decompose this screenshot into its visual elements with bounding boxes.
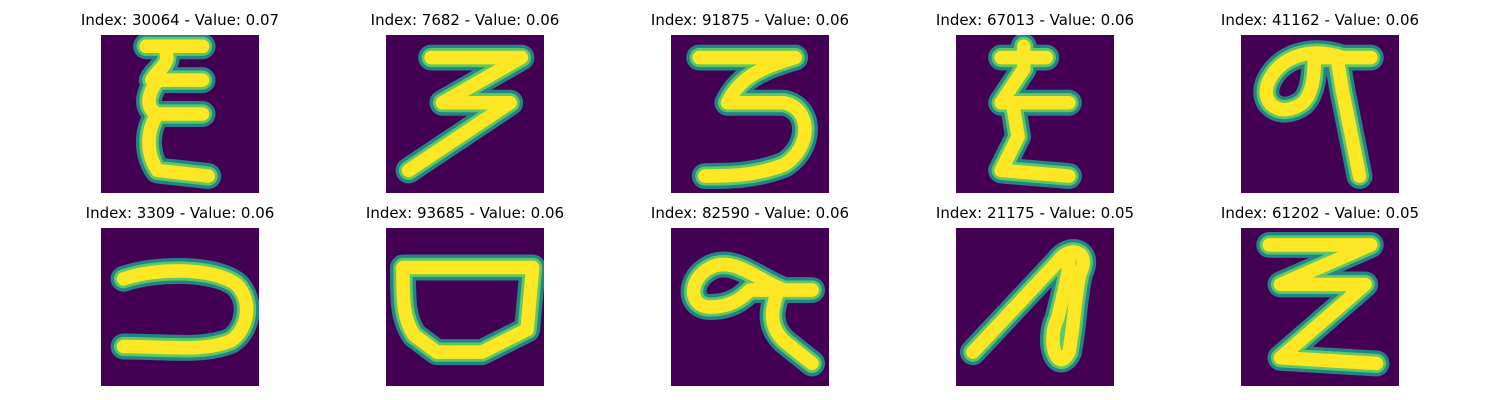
panel-title: Index: 91875 - Value: 0.06	[650, 11, 850, 29]
glyph-stroke	[994, 39, 1076, 183]
image-panel: Index: 61202 - Value: 0.05	[1200, 203, 1440, 386]
image-panel: Index: 21175 - Value: 0.05	[915, 203, 1155, 386]
glyph-stroke	[401, 50, 529, 178]
digit-image	[671, 35, 829, 193]
digit-image	[956, 228, 1114, 386]
image-panel: Index: 3309 - Value: 0.06	[60, 203, 300, 386]
digit-image	[101, 228, 259, 386]
digit-image	[671, 228, 829, 386]
panel-title: Index: 21175 - Value: 0.05	[935, 204, 1135, 222]
glyph-stroke	[692, 50, 812, 183]
glyph-stroke	[139, 39, 215, 183]
panel-title: Index: 61202 - Value: 0.05	[1220, 204, 1420, 222]
digit-image	[101, 35, 259, 193]
panel-title: Index: 3309 - Value: 0.06	[85, 204, 275, 222]
glyph-stroke	[687, 257, 819, 371]
glyph-stroke	[1259, 46, 1378, 183]
digit-image	[956, 35, 1114, 193]
digit-image	[386, 35, 544, 193]
panel-title: Index: 67013 - Value: 0.06	[935, 11, 1135, 29]
glyph-stroke	[966, 245, 1090, 367]
glyph-stroke	[1262, 238, 1384, 371]
image-panel: Index: 41162 - Value: 0.06	[1200, 10, 1440, 193]
panel-title: Index: 7682 - Value: 0.06	[370, 11, 560, 29]
image-panel: Index: 67013 - Value: 0.06	[915, 10, 1155, 193]
image-panel: Index: 30064 - Value: 0.07	[60, 10, 300, 193]
digit-image	[1241, 35, 1399, 193]
panel-title: Index: 82590 - Value: 0.06	[650, 204, 850, 222]
glyph-stroke	[116, 264, 254, 355]
panel-title: Index: 93685 - Value: 0.06	[365, 204, 565, 222]
digit-image	[1241, 228, 1399, 386]
panel-title: Index: 30064 - Value: 0.07	[80, 11, 280, 29]
image-panel: Index: 93685 - Value: 0.06	[345, 203, 585, 386]
glyph-stroke	[396, 260, 540, 359]
image-panel: Index: 91875 - Value: 0.06	[630, 10, 870, 193]
image-panel: Index: 82590 - Value: 0.06	[630, 203, 870, 386]
digit-image	[386, 228, 544, 386]
panel-title: Index: 41162 - Value: 0.06	[1220, 11, 1420, 29]
image-panel: Index: 7682 - Value: 0.06	[345, 10, 585, 193]
